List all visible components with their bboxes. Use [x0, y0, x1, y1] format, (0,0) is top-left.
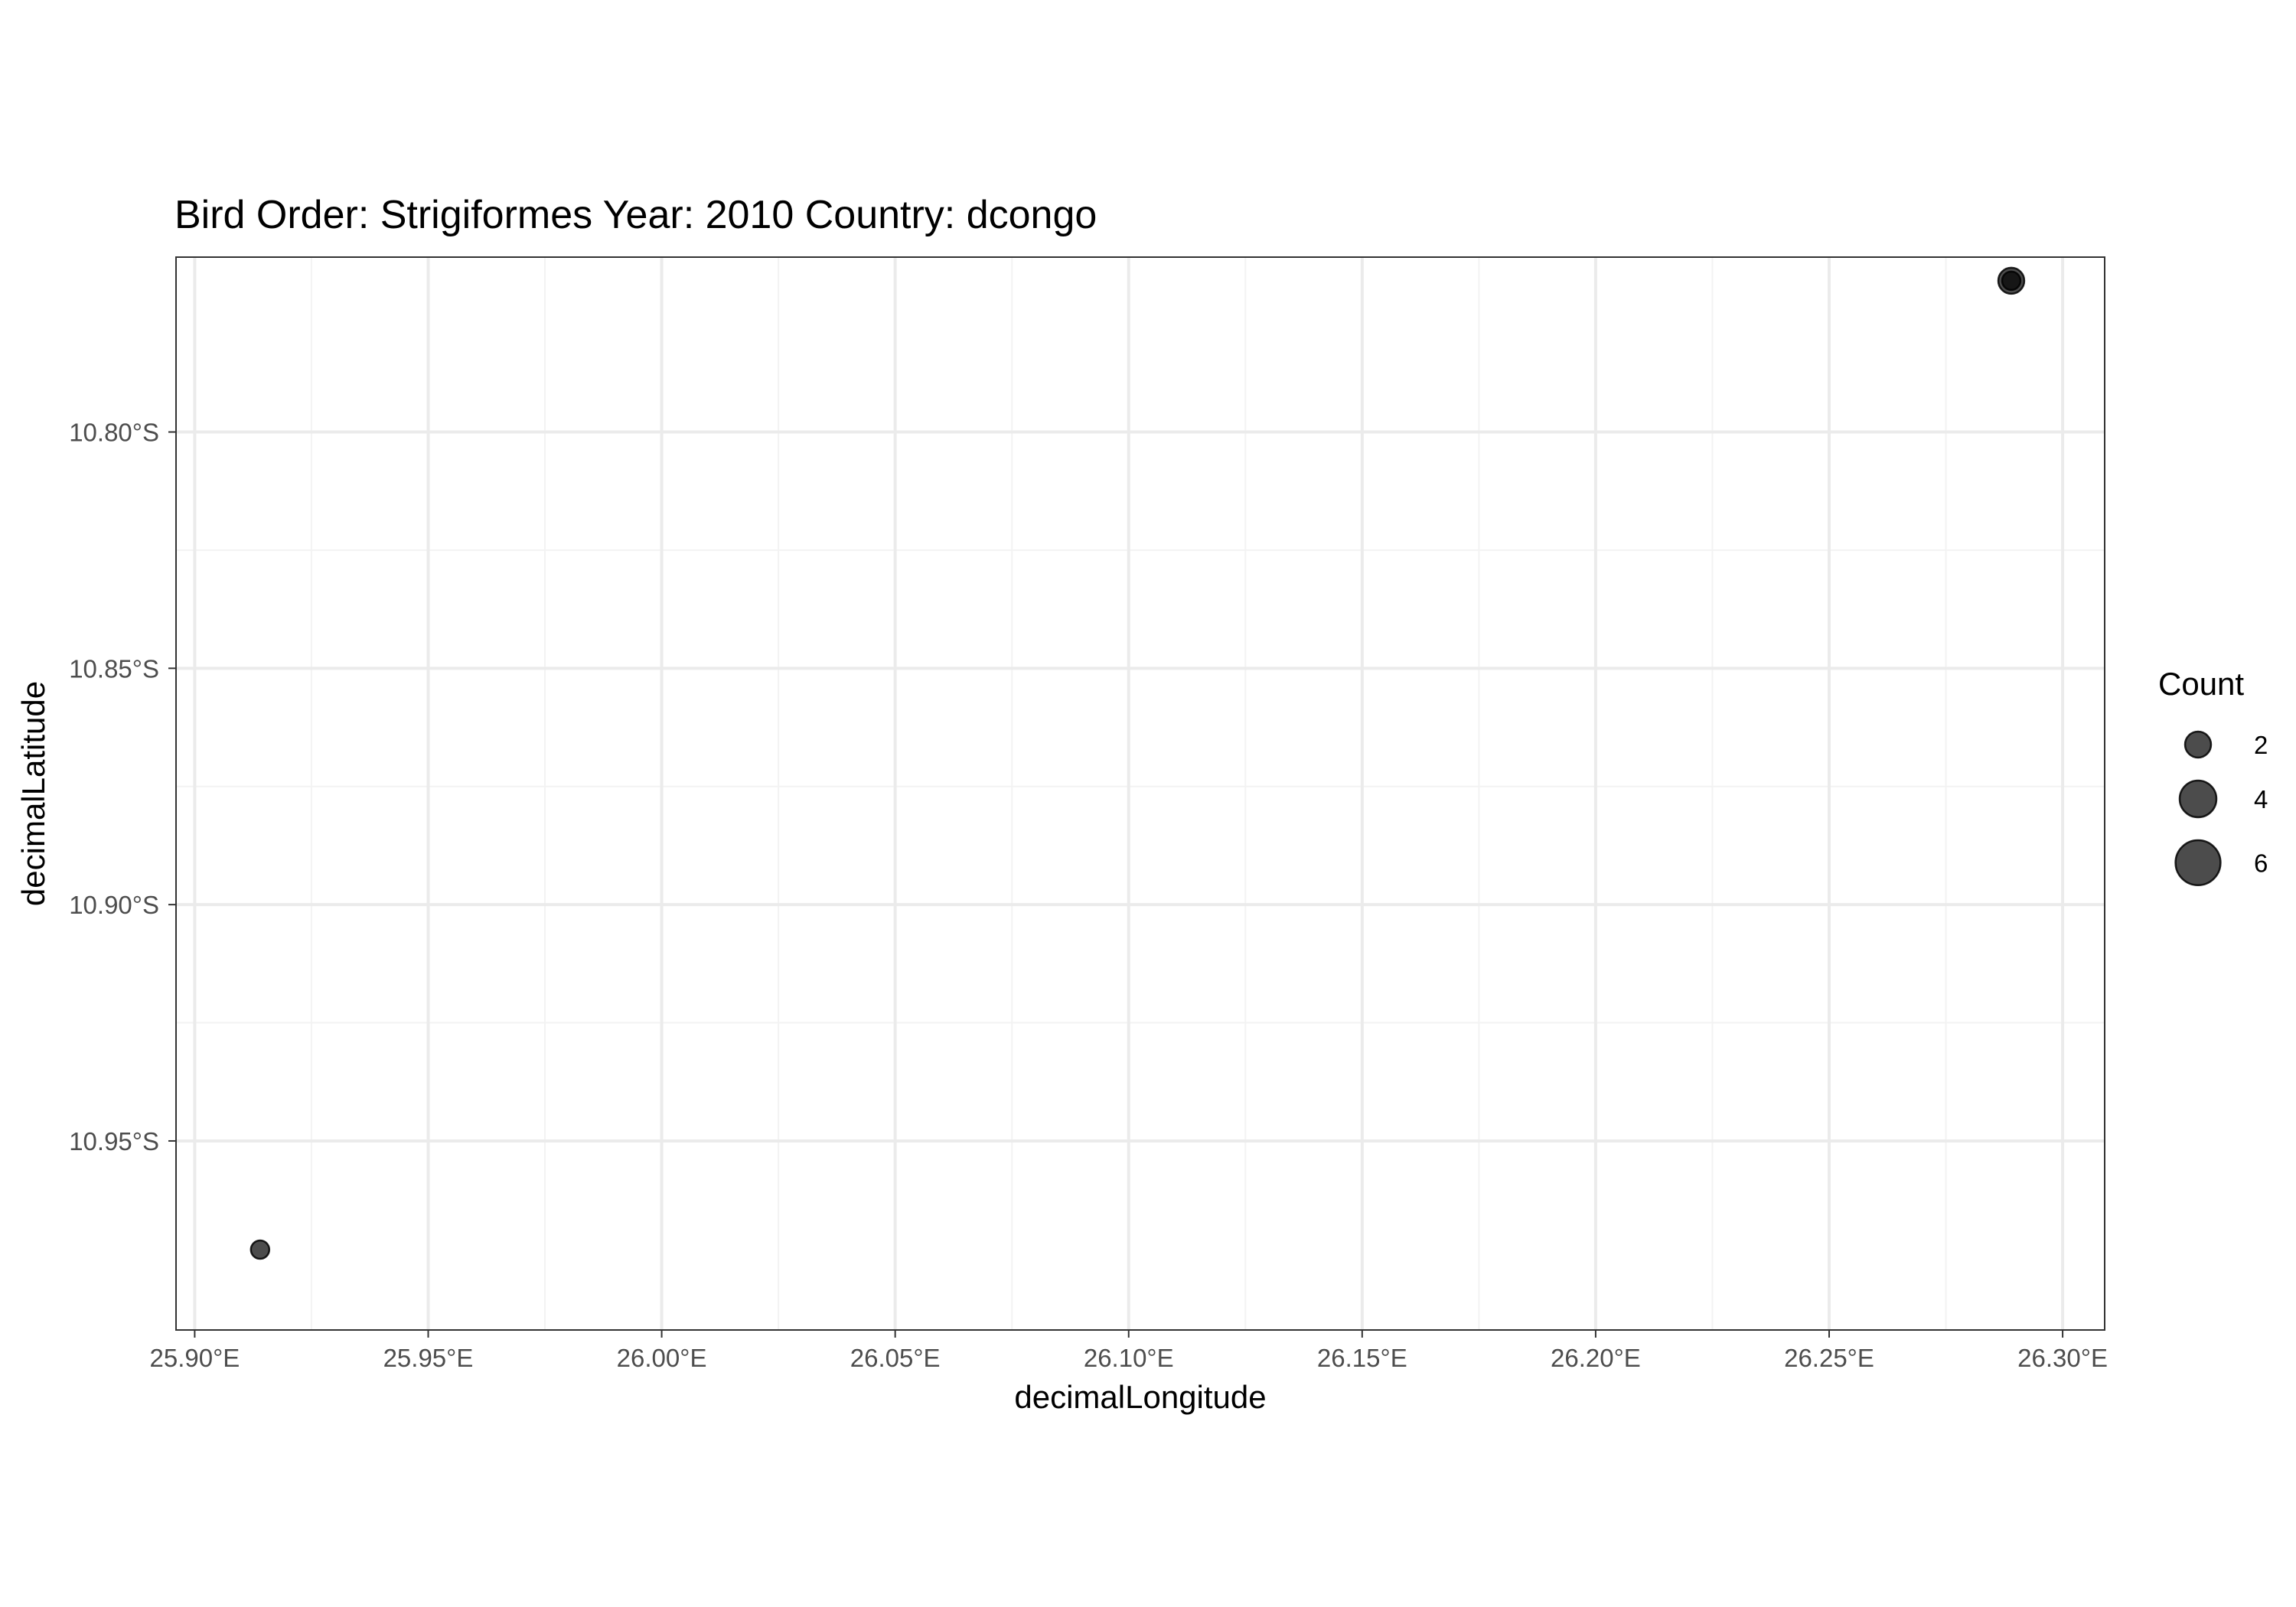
- legend-title: Count: [2158, 666, 2244, 702]
- legend-label: 6: [2254, 849, 2268, 877]
- legend-key: [2174, 839, 2222, 887]
- x-tick-label: 26.10°E: [1084, 1344, 1174, 1372]
- y-axis: 10.80°S 10.85°S 10.90°S 10.95°S: [69, 419, 176, 1156]
- legend-key: [2178, 779, 2218, 819]
- chart-title: Bird Order: Strigiformes Year: 2010 Coun…: [174, 193, 1097, 237]
- x-axis-title: decimalLongitude: [1014, 1379, 1266, 1415]
- x-tick-label: 25.95°E: [383, 1344, 474, 1372]
- data-points: [249, 266, 2026, 1260]
- x-tick-label: 26.00°E: [617, 1344, 707, 1372]
- legend-entries: 2 4 6: [2174, 730, 2268, 887]
- y-axis-title: decimalLatitude: [15, 681, 51, 906]
- legend: Count 2 4 6: [2158, 666, 2268, 887]
- data-point: [249, 1239, 271, 1260]
- x-tick-label: 26.20°E: [1551, 1344, 1641, 1372]
- x-tick-label: 26.25°E: [1784, 1344, 1874, 1372]
- x-tick-label: 26.15°E: [1317, 1344, 1407, 1372]
- x-tick-label: 26.30°E: [2017, 1344, 2108, 1372]
- plot-panel-border: [175, 256, 2105, 1331]
- x-tick-label: 26.05°E: [850, 1344, 941, 1372]
- legend-label: 2: [2254, 731, 2268, 759]
- data-point: [2001, 270, 2022, 292]
- x-tick-label: 25.90°E: [150, 1344, 240, 1372]
- y-tick-label: 10.85°S: [69, 654, 159, 683]
- x-axis: 25.90°E 25.95°E 26.00°E 26.05°E 26.10°E 26.15…: [150, 1330, 2108, 1372]
- y-tick-label: 10.95°S: [69, 1127, 159, 1156]
- y-tick-label: 10.90°S: [69, 891, 159, 919]
- grid: [176, 257, 2105, 1330]
- legend-label: 4: [2254, 785, 2268, 813]
- legend-key: [2183, 730, 2213, 759]
- y-tick-label: 10.80°S: [69, 419, 159, 447]
